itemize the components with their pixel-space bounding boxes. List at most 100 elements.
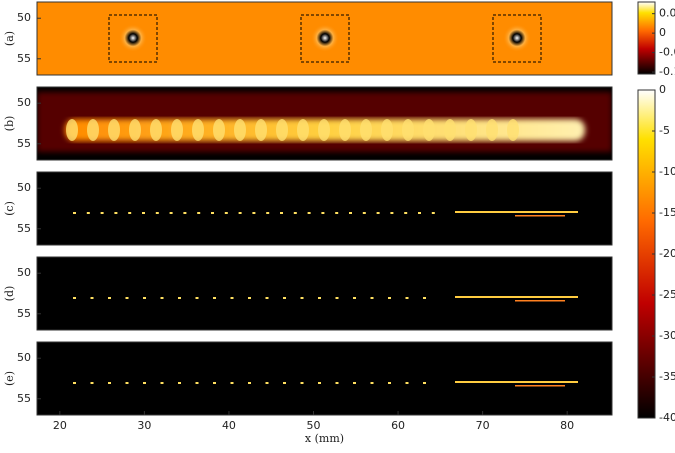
lobe	[234, 119, 246, 141]
source	[119, 24, 147, 52]
colorbar-tick-label: 0	[659, 26, 666, 39]
dot	[335, 297, 339, 299]
dot	[388, 297, 391, 299]
frame	[36, 86, 613, 161]
image-content	[37, 92, 612, 152]
dot	[195, 297, 199, 299]
image	[37, 342, 612, 415]
dot	[73, 382, 76, 384]
lobe	[276, 119, 288, 141]
dot	[178, 382, 181, 384]
dot	[183, 212, 187, 214]
streak	[455, 296, 578, 298]
dot	[318, 297, 321, 299]
dot	[213, 382, 216, 384]
lobe	[339, 119, 351, 141]
lobe	[255, 119, 267, 141]
dot	[128, 212, 132, 214]
colorbar-tick-label: -10	[659, 165, 675, 178]
dot	[431, 212, 435, 214]
panel: (b)50 55	[3, 86, 613, 161]
dot	[423, 382, 426, 384]
panel-label: (c)	[3, 201, 16, 216]
colorbar: 0.0 0 -0.0 -0.1	[637, 1, 675, 78]
dot	[178, 297, 181, 299]
colorbar-tick-label: -5	[659, 124, 670, 137]
colorbar-tick-label: -40	[659, 411, 675, 424]
dot	[160, 297, 164, 299]
streak	[455, 381, 578, 383]
frame	[36, 256, 613, 331]
lobe	[297, 119, 309, 141]
dot	[197, 212, 201, 214]
lobe	[87, 119, 99, 141]
panel-label: (e)	[3, 371, 16, 386]
dot	[108, 382, 111, 384]
source	[503, 24, 531, 52]
y-tick-label: 50	[17, 181, 31, 194]
x-tick-label: 30	[137, 419, 151, 432]
dot	[213, 297, 216, 299]
dot	[238, 212, 242, 214]
lobe	[66, 119, 78, 141]
dot	[405, 297, 409, 299]
y-tick-label: 55	[17, 392, 31, 405]
lobe	[486, 119, 498, 141]
x-tick-label: 40	[222, 419, 236, 432]
frame	[36, 1, 613, 76]
colorbar-tick-label: -35	[659, 370, 675, 383]
lobe	[423, 119, 435, 141]
y-tick-label: 55	[17, 52, 31, 65]
lobe	[192, 119, 204, 141]
lobe	[150, 119, 162, 141]
lobe	[465, 119, 477, 141]
dot	[252, 212, 256, 214]
dot	[160, 382, 164, 384]
dot	[353, 382, 356, 384]
colorbar-tick-label: 0.0	[659, 7, 675, 20]
lobe	[360, 119, 372, 141]
panel-label: (d)	[3, 286, 16, 302]
frame	[36, 341, 613, 416]
lobe	[108, 119, 120, 141]
dot	[404, 212, 408, 214]
lobe	[213, 119, 225, 141]
colorbar: 0 -5 -10 -15 -20 -25 -30 -35 -40	[637, 83, 675, 424]
dot	[300, 382, 304, 384]
lobe	[381, 119, 393, 141]
dot	[370, 297, 374, 299]
dot	[349, 212, 352, 214]
lobe	[318, 119, 330, 141]
dot	[142, 212, 145, 214]
dot	[300, 297, 304, 299]
dot	[280, 212, 283, 214]
dot	[73, 212, 76, 214]
colorbar-tick-label: -20	[659, 247, 675, 260]
dot	[73, 297, 76, 299]
dot	[230, 297, 234, 299]
dot	[211, 212, 214, 214]
dot	[143, 382, 146, 384]
dot	[362, 212, 366, 214]
lobe	[444, 119, 456, 141]
colorbar-tick-label: -15	[659, 206, 675, 219]
panel: (d)50 55	[3, 256, 613, 331]
dot	[100, 212, 104, 214]
y-tick-label: 50	[17, 11, 31, 24]
dot	[283, 382, 286, 384]
dot	[405, 382, 409, 384]
streak	[515, 215, 565, 217]
dot	[390, 212, 394, 214]
y-tick-label: 50	[17, 266, 31, 279]
lobe	[129, 119, 141, 141]
image	[37, 257, 612, 330]
image	[37, 172, 612, 245]
colorbar-tick-label: -30	[659, 329, 675, 342]
streak	[455, 211, 578, 213]
dot	[195, 382, 199, 384]
dot	[143, 297, 146, 299]
dot	[169, 212, 173, 214]
y-tick-label: 50	[17, 96, 31, 109]
x-tick-label: 20	[53, 419, 67, 432]
colorbar-gradient	[637, 1, 656, 75]
